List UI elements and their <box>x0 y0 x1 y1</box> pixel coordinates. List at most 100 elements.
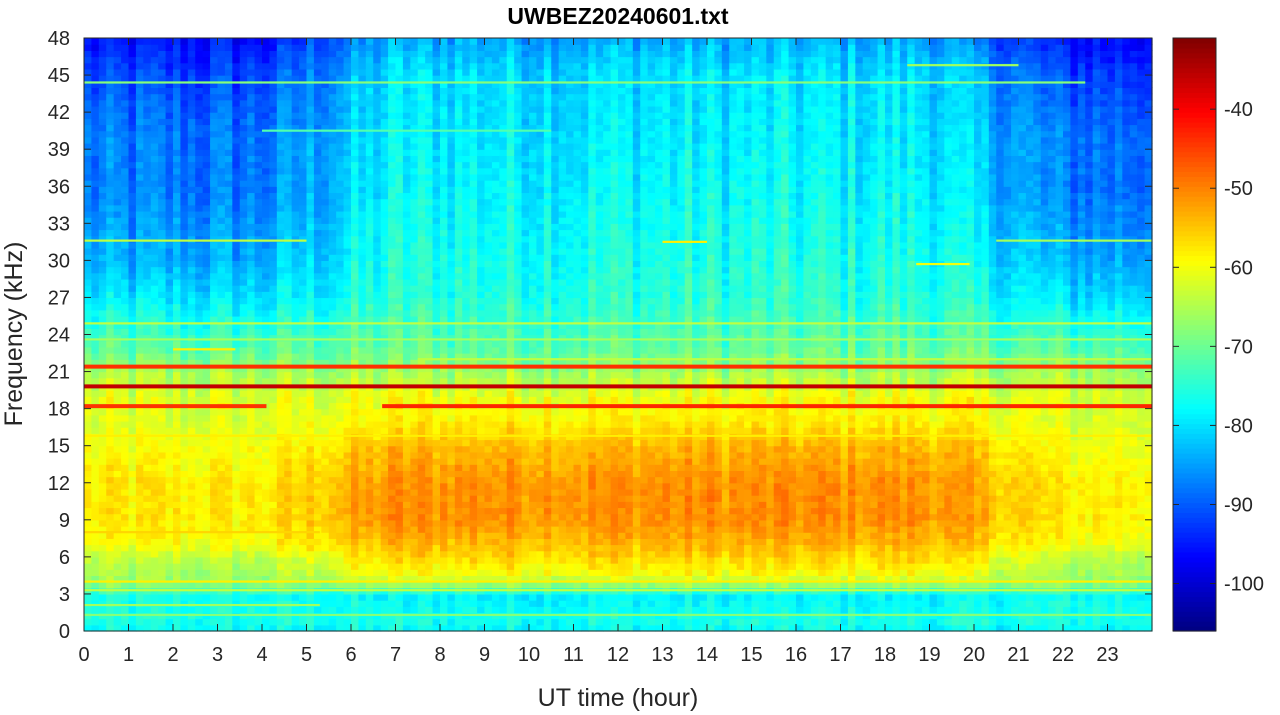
heatmap-cell <box>425 266 434 274</box>
heatmap-cell <box>217 217 226 224</box>
heatmap-cell <box>195 322 204 329</box>
heatmap-cell <box>328 99 337 107</box>
heatmap-cell <box>106 93 115 101</box>
heatmap-cell <box>247 538 256 546</box>
heatmap-cell <box>150 340 159 348</box>
heatmap-cell <box>121 291 130 299</box>
heatmap-cell <box>336 155 345 163</box>
heatmap-cell <box>254 223 263 231</box>
heatmap-cell <box>395 266 404 274</box>
heatmap-cell <box>239 334 248 342</box>
heatmap-cell <box>343 223 352 231</box>
heatmap-cell <box>224 328 233 336</box>
heatmap-cell <box>121 563 130 570</box>
heatmap-cell <box>328 476 337 484</box>
heatmap-cell <box>239 303 248 311</box>
heatmap-cell <box>158 353 167 360</box>
heatmap-cell <box>365 167 374 175</box>
heatmap-cell <box>462 507 471 515</box>
heatmap-cell <box>106 488 115 496</box>
heatmap-cell <box>187 495 196 502</box>
heatmap-cell <box>402 495 411 502</box>
heatmap-cell <box>417 173 426 181</box>
heatmap-cell <box>195 445 204 453</box>
heatmap-cell <box>336 75 345 82</box>
heatmap-cell <box>321 198 330 206</box>
heatmap-cell <box>321 112 330 119</box>
heatmap-cell <box>173 112 182 119</box>
heatmap-cell <box>425 359 434 366</box>
heatmap-cell <box>173 149 182 156</box>
heatmap-cell <box>328 81 337 89</box>
heatmap-cell <box>417 519 426 527</box>
heatmap-cell <box>106 322 115 329</box>
heatmap-cell <box>187 136 196 144</box>
heatmap-cell <box>202 420 211 428</box>
heatmap-cell <box>313 62 322 70</box>
heatmap-cell <box>462 624 471 632</box>
heatmap-cell <box>187 575 196 583</box>
heatmap-cell <box>106 346 115 354</box>
heatmap-cell <box>299 62 308 70</box>
heatmap-cell <box>380 451 389 459</box>
heatmap-cell <box>402 328 411 336</box>
heatmap-cell <box>180 309 189 317</box>
heatmap-cell <box>365 87 374 95</box>
heatmap-cell <box>121 229 130 237</box>
heatmap-cell <box>239 532 248 539</box>
heatmap-cell <box>410 575 419 583</box>
heatmap-cell <box>462 408 471 416</box>
heatmap-cell <box>351 353 360 360</box>
heatmap-cell <box>402 254 411 261</box>
heatmap-cell <box>440 38 449 45</box>
heatmap-cell <box>365 402 374 410</box>
heatmap-cell <box>239 272 248 280</box>
heatmap-cell <box>410 618 419 626</box>
heatmap-cell <box>135 38 144 45</box>
heatmap-cell <box>143 297 152 305</box>
heatmap-cell <box>98 229 107 237</box>
heatmap-cell <box>91 68 100 76</box>
heatmap-cell <box>291 112 300 119</box>
heatmap-cell <box>150 581 159 589</box>
heatmap-cell <box>351 390 360 397</box>
heatmap-cell <box>328 495 337 502</box>
heatmap-cell <box>462 445 471 453</box>
heatmap-cell <box>173 161 182 169</box>
heatmap-cell <box>395 328 404 336</box>
heatmap-cell <box>454 50 463 58</box>
heatmap-cell <box>402 513 411 521</box>
heatmap-cell <box>462 210 471 218</box>
heatmap-cell <box>224 482 233 490</box>
heatmap-cell <box>91 303 100 311</box>
heatmap-cell <box>417 309 426 317</box>
heatmap-cell <box>217 112 226 119</box>
heatmap-cell <box>299 167 308 175</box>
heatmap-cell <box>217 581 226 589</box>
heatmap-cell <box>210 81 219 89</box>
heatmap-cell <box>135 513 144 521</box>
heatmap-cell <box>425 81 434 89</box>
heatmap-cell <box>262 143 271 150</box>
heatmap-cell <box>432 173 441 181</box>
heatmap-cell <box>454 204 463 212</box>
heatmap-cell <box>351 180 360 187</box>
heatmap-cell <box>462 377 471 385</box>
heatmap-cell <box>113 408 122 416</box>
heatmap-cell <box>462 62 471 70</box>
heatmap-cell <box>173 482 182 490</box>
heatmap-cell <box>262 359 271 366</box>
heatmap-cell <box>343 155 352 163</box>
heatmap-cell <box>291 600 300 607</box>
heatmap-cell <box>210 482 219 490</box>
heatmap-cell <box>135 390 144 397</box>
heatmap-cell <box>299 556 308 564</box>
heatmap-cell <box>195 408 204 416</box>
heatmap-cell <box>410 340 419 348</box>
heatmap-cell <box>306 525 315 533</box>
heatmap-cell <box>402 56 411 64</box>
heatmap-cell <box>232 451 241 459</box>
heatmap-cell <box>195 353 204 360</box>
heatmap-cell <box>202 458 211 465</box>
heatmap-cell <box>269 309 278 317</box>
